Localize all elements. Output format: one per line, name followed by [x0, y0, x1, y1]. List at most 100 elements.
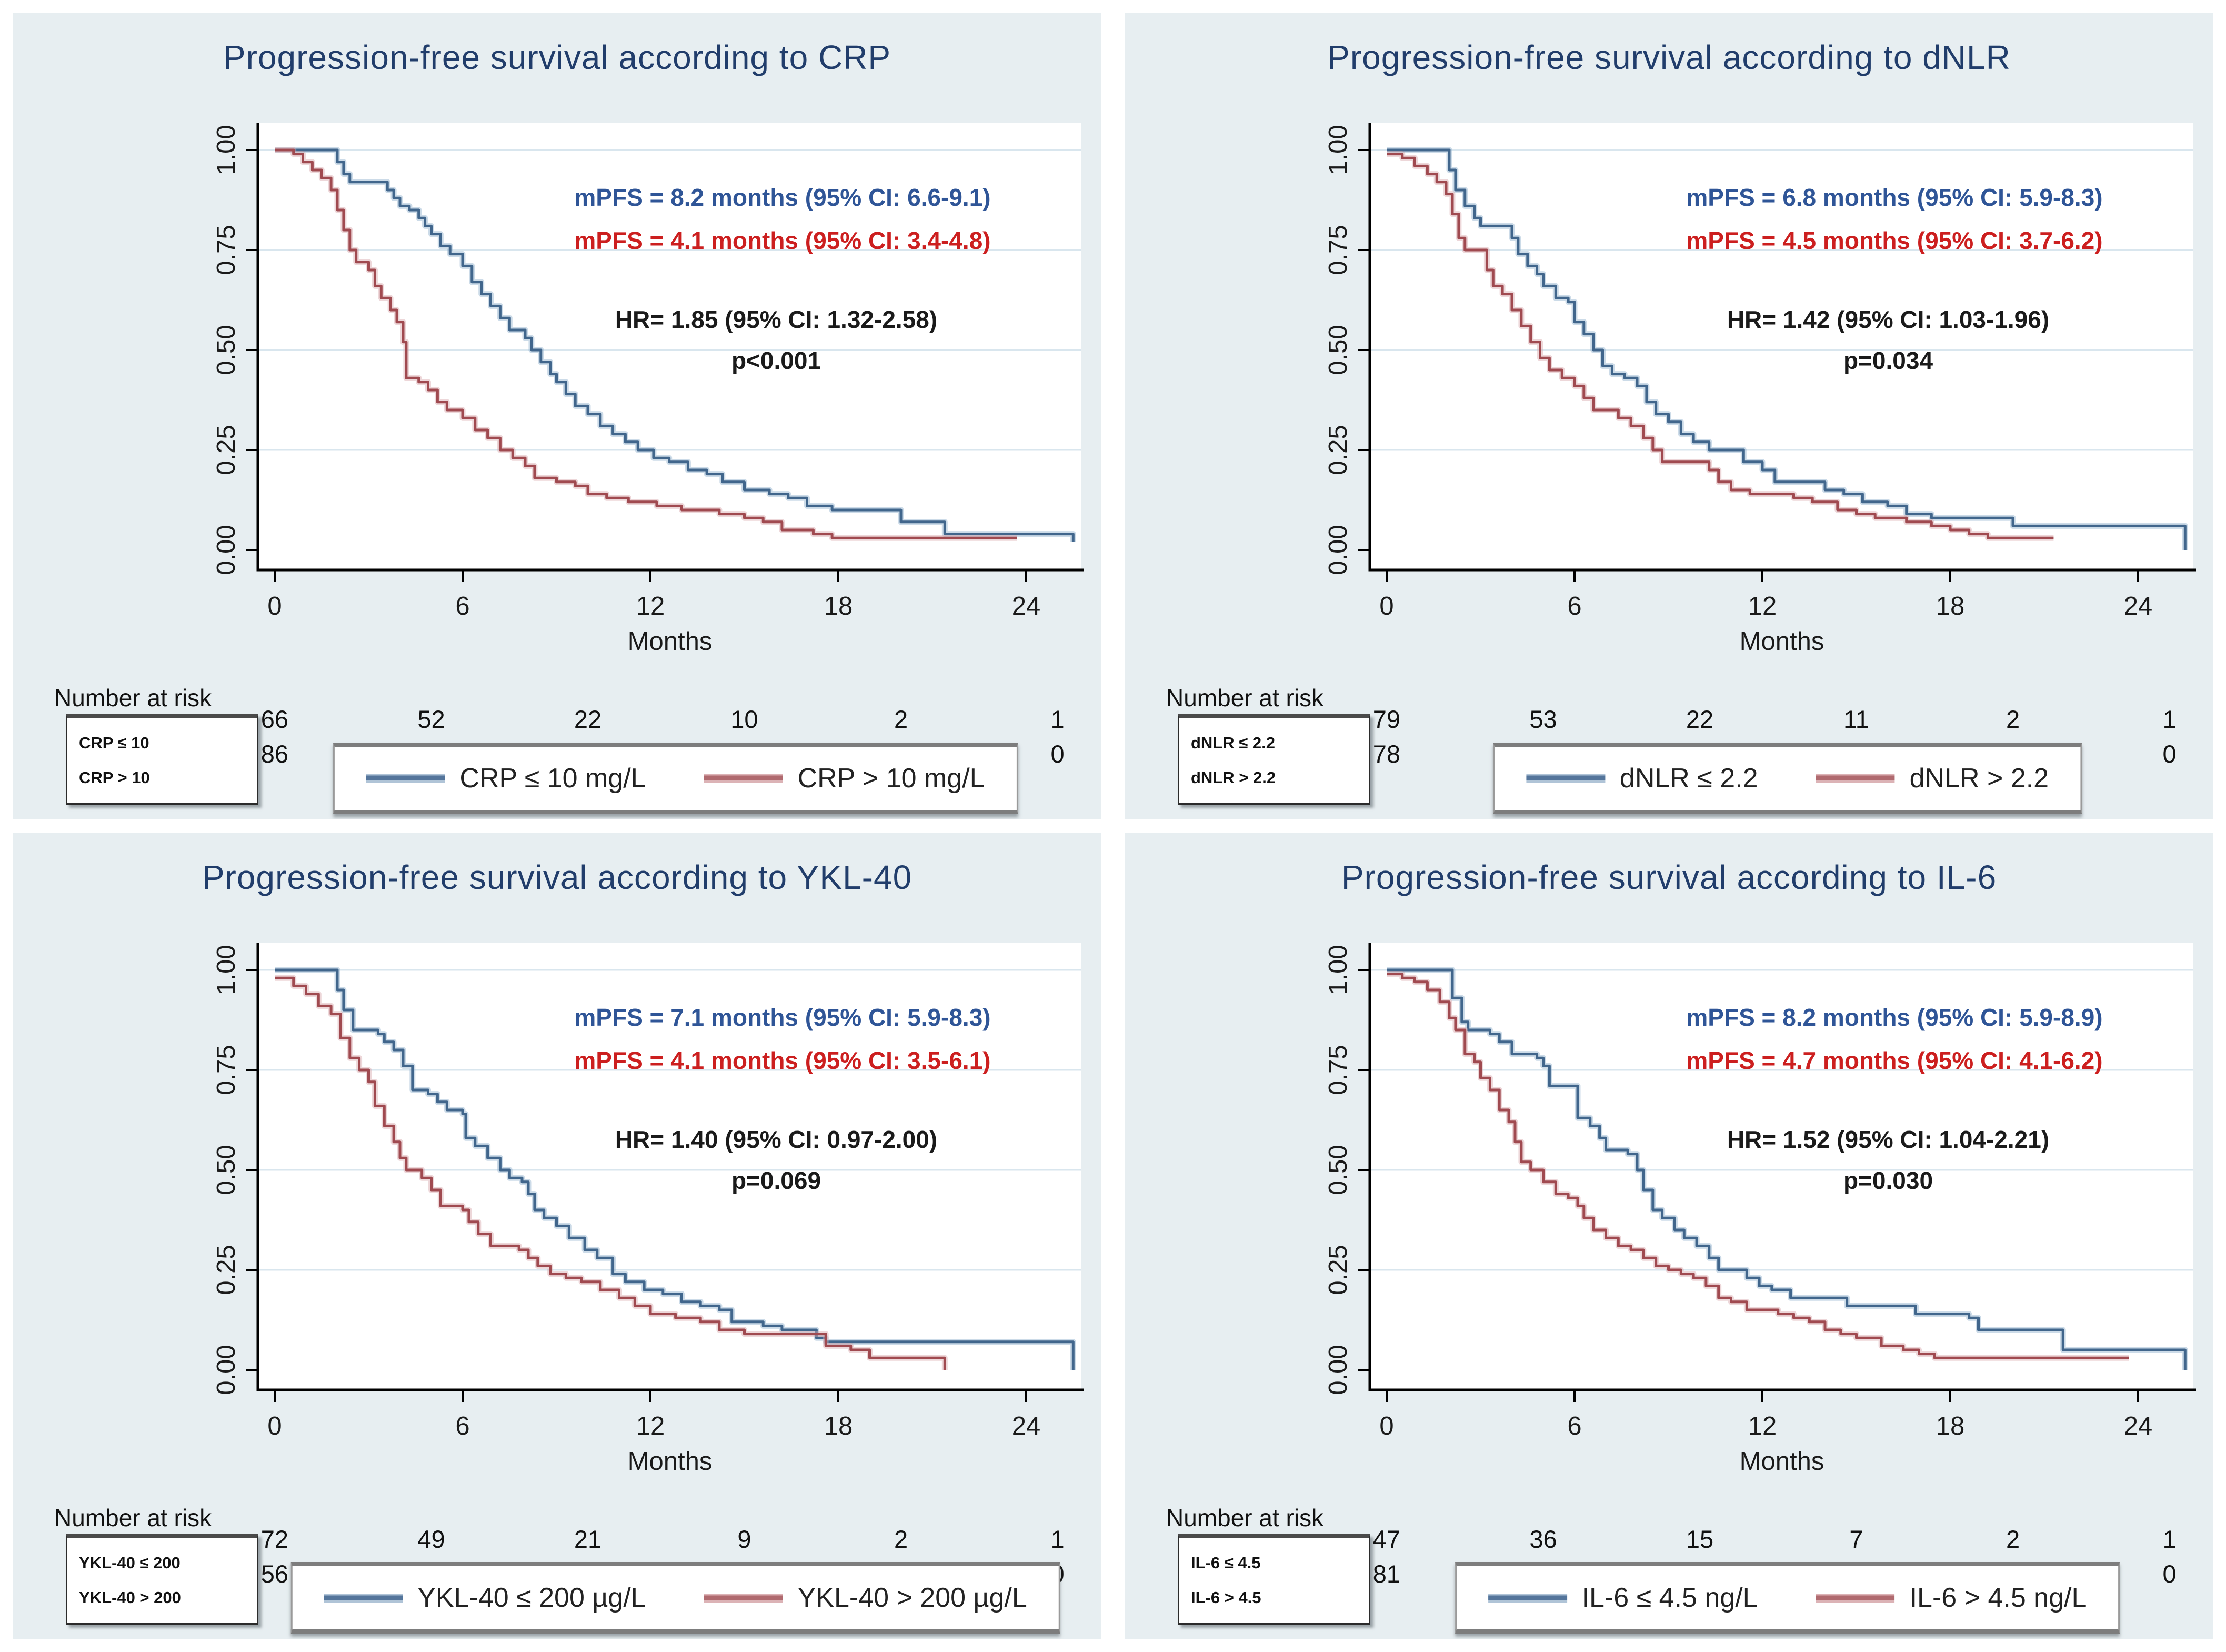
axes [1368, 123, 2196, 572]
gridlines [1370, 149, 2193, 451]
risk-count: 0 [2162, 740, 2177, 768]
hr-annotation: HR= 1.85 (95% CI: 1.32-2.58) [615, 306, 937, 333]
km-plot-il6: 0.00 0.25 0.50 0.75 1.00 0 6 12 18 24 Months mPFS … [1324, 942, 2196, 1476]
risk-count: 72 [260, 1525, 289, 1553]
svg-text:0.75: 0.75 [1324, 1045, 1352, 1095]
svg-text:12: 12 [1748, 592, 1777, 620]
risk-row-label: dNLR > 2.2 [1191, 768, 1276, 787]
axis-ticks: 0.00 0.25 0.50 0.75 1.00 0 6 12 18 24 Months [212, 945, 1040, 1476]
gridlines [1370, 969, 2193, 1270]
svg-text:0: 0 [267, 592, 282, 620]
svg-text:0: 0 [1379, 592, 1393, 620]
red-line-swatch-icon [1816, 1593, 1895, 1603]
risk-row-label: IL-6 ≤ 4.5 [1191, 1553, 1261, 1572]
risk-count: 0 [2162, 1559, 2177, 1588]
svg-text:6: 6 [1567, 1412, 1581, 1440]
risk-count: 9 [737, 1525, 751, 1553]
legend-item: IL-6 > 4.5 ng/L [1816, 1582, 2087, 1614]
legend-label: YKL-40 > 200 µg/L [797, 1583, 1027, 1613]
risk-count: 22 [1686, 705, 1714, 733]
number-at-risk-heading: Number at risk [1166, 684, 1324, 712]
km-plot-ykl40: 0.00 0.25 0.50 0.75 1.00 0 6 12 18 24 Months mPFS … [212, 942, 1084, 1476]
svg-text:24: 24 [2124, 592, 2153, 620]
p-value-annotation: p=0.069 [731, 1167, 821, 1194]
svg-text:0.25: 0.25 [1324, 425, 1352, 475]
red-line-swatch-icon [1816, 774, 1895, 783]
svg-text:24: 24 [2124, 1412, 2153, 1440]
blue-line-swatch-icon [1526, 774, 1605, 783]
number-at-risk-heading: Number at risk [1166, 1504, 1324, 1531]
svg-text:0.75: 0.75 [212, 1045, 240, 1095]
svg-text:12: 12 [1748, 1412, 1777, 1440]
mpfs-red-annotation: mPFS = 4.7 months (95% CI: 4.1-6.2) [1686, 1047, 2102, 1074]
svg-text:1.00: 1.00 [212, 125, 240, 175]
risk-row-label: CRP ≤ 10 [79, 734, 149, 752]
risk-table-label-box: dNLR ≤ 2.2 dNLR > 2.2 [1178, 714, 1370, 805]
risk-count: 52 [417, 705, 445, 733]
legend: dNLR ≤ 2.2 dNLR > 2.2 [1492, 742, 2082, 814]
svg-text:0.00: 0.00 [1324, 525, 1352, 575]
p-value-annotation: p=0.030 [1843, 1167, 1933, 1194]
svg-text:6: 6 [455, 592, 469, 620]
risk-row-label: IL-6 > 4.5 [1191, 1588, 1261, 1607]
svg-text:0.25: 0.25 [212, 425, 240, 475]
km-curve-red [1387, 972, 2129, 1359]
legend-item: CRP ≤ 10 mg/L [366, 763, 646, 794]
panel-il6: Progression-free survival according to I… [1125, 833, 2213, 1639]
risk-count: 36 [1529, 1525, 1557, 1553]
risk-count: 66 [260, 705, 289, 733]
legend-label: CRP ≤ 10 mg/L [459, 763, 646, 794]
panel-ykl40: Progression-free survival according to Y… [13, 833, 1101, 1639]
legend-item: YKL-40 > 200 µg/L [704, 1582, 1027, 1614]
svg-text:18: 18 [1936, 592, 1965, 620]
risk-count: 2 [2006, 1525, 2020, 1553]
plot-area [258, 942, 1081, 1390]
legend: CRP ≤ 10 mg/L CRP > 10 mg/L [333, 742, 1018, 814]
panel-title: Progression-free survival according to d… [1327, 38, 2011, 76]
panel-title: Progression-free survival according to I… [1341, 858, 1997, 896]
svg-text:Months: Months [1740, 1447, 1824, 1476]
mpfs-blue-annotation: mPFS = 8.2 months (95% CI: 6.6-9.1) [574, 184, 990, 211]
risk-count: 1 [1050, 705, 1065, 733]
mpfs-red-annotation: mPFS = 4.1 months (95% CI: 3.5-6.1) [574, 1047, 990, 1074]
svg-text:0.00: 0.00 [212, 525, 240, 575]
number-at-risk-section: Number at risk IL-6 ≤ 4.5 IL-6 > 4.5 47 3… [1125, 1500, 2213, 1639]
legend-label: IL-6 ≤ 4.5 ng/L [1581, 1583, 1758, 1613]
number-at-risk-section: Number at risk dNLR ≤ 2.2 dNLR > 2.2 79 5… [1125, 680, 2213, 819]
risk-row-label: dNLR ≤ 2.2 [1191, 734, 1275, 752]
panel-title: Progression-free survival according to Y… [202, 858, 913, 896]
red-line-swatch-icon [704, 1593, 783, 1603]
risk-row-label: YKL-40 ≤ 200 [79, 1553, 181, 1572]
legend-item: dNLR > 2.2 [1816, 763, 2049, 794]
axes [256, 123, 1084, 572]
risk-count: 86 [260, 740, 289, 768]
legend-item: IL-6 ≤ 4.5 ng/L [1488, 1582, 1758, 1614]
svg-text:6: 6 [1567, 592, 1581, 620]
risk-row-label: CRP > 10 [79, 768, 150, 787]
km-curve-blue [1387, 968, 2187, 1370]
mpfs-blue-annotation: mPFS = 7.1 months (95% CI: 5.9-8.3) [574, 1004, 990, 1031]
risk-count: 81 [1372, 1559, 1401, 1588]
number-at-risk-section: Number at risk CRP ≤ 10 CRP > 10 66 52 22 1… [13, 680, 1101, 819]
risk-count: 10 [730, 705, 758, 733]
risk-count: 2 [894, 705, 908, 733]
number-at-risk-heading: Number at risk [54, 1504, 212, 1531]
risk-count: 15 [1686, 1525, 1714, 1553]
risk-count: 2 [2006, 705, 2020, 733]
km-plot-dnlr: 0.00 0.25 0.50 0.75 1.00 0 6 12 18 24 Months mPFS … [1324, 123, 2196, 656]
risk-count: 56 [260, 1559, 289, 1588]
legend-label: YKL-40 ≤ 200 µg/L [417, 1583, 646, 1613]
risk-count: 22 [574, 705, 602, 733]
axis-ticks: 0.00 0.25 0.50 0.75 1.00 0 6 12 18 24 Months [1324, 945, 2152, 1476]
risk-row-label: YKL-40 > 200 [79, 1588, 181, 1607]
km-curve-blue [275, 968, 1075, 1370]
legend-item: dNLR ≤ 2.2 [1526, 763, 1758, 794]
axis-ticks: 0.00 0.25 0.50 0.75 1.00 0 6 12 18 24 Months [1324, 125, 2152, 656]
legend-label: CRP > 10 mg/L [797, 763, 985, 794]
blue-line-swatch-icon [1488, 1593, 1567, 1603]
risk-count: 79 [1372, 705, 1401, 733]
svg-text:0.75: 0.75 [212, 225, 240, 275]
km-curves [1387, 147, 2188, 550]
risk-count: 21 [574, 1525, 602, 1553]
mpfs-blue-annotation: mPFS = 6.8 months (95% CI: 5.9-8.3) [1686, 184, 2102, 211]
